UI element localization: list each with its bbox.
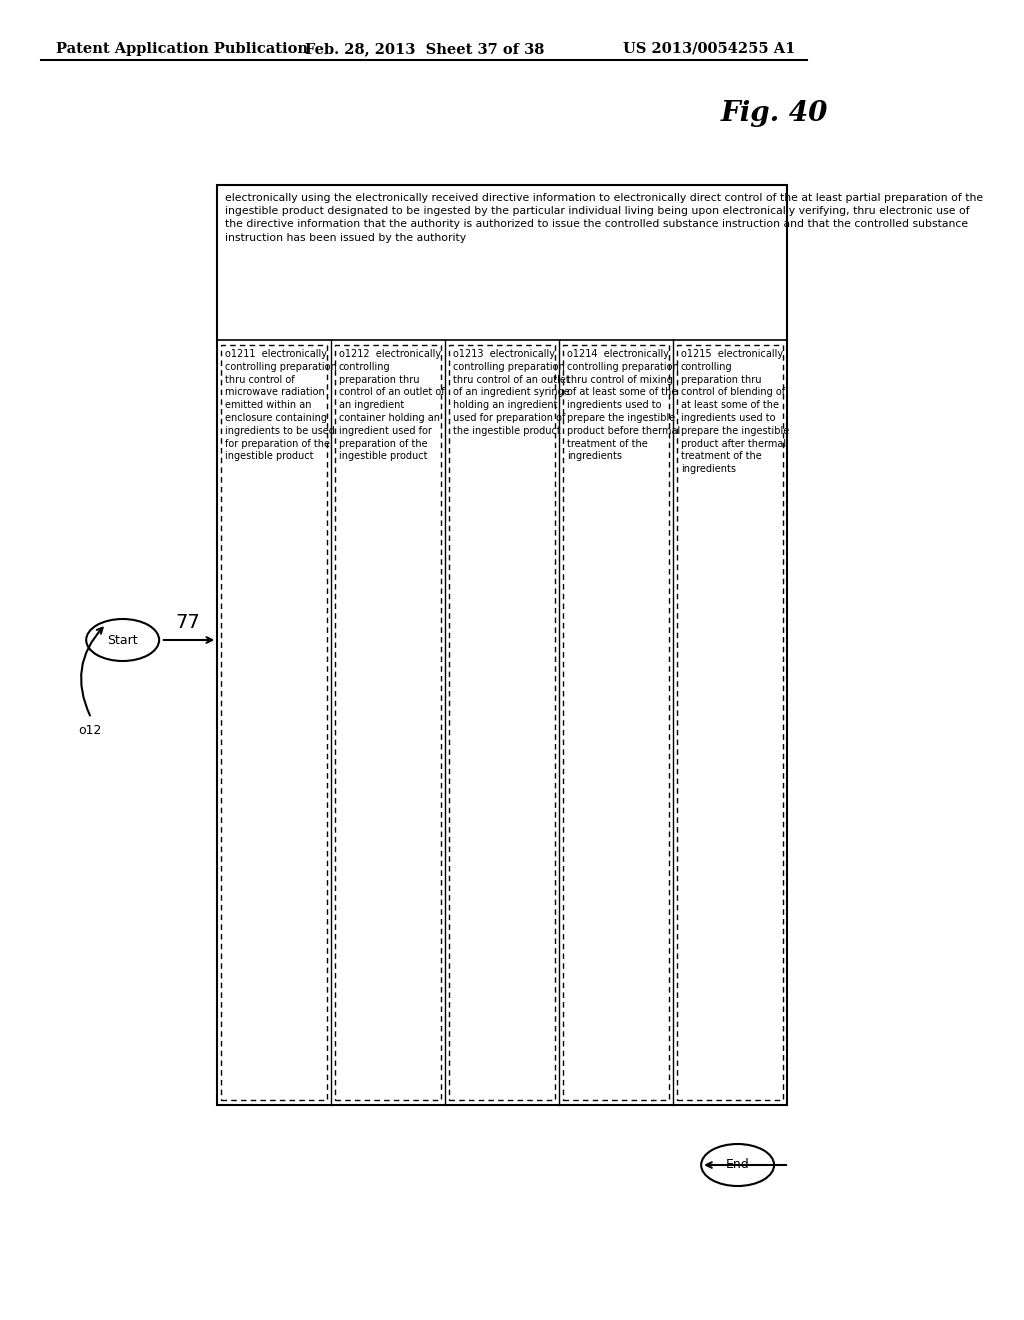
Ellipse shape xyxy=(701,1144,774,1185)
Text: o1214  electronically
controlling preparation
thru control of mixing
of at least: o1214 electronically controlling prepara… xyxy=(566,348,680,462)
Text: o1212  electronically
controlling
preparation thru
control of an outlet of
an in: o1212 electronically controlling prepara… xyxy=(339,348,444,462)
Bar xyxy=(217,185,787,1105)
Text: Patent Application Publication: Patent Application Publication xyxy=(56,42,308,55)
Text: Fig. 40: Fig. 40 xyxy=(721,100,828,127)
Ellipse shape xyxy=(86,619,159,661)
Bar xyxy=(563,345,669,1100)
Text: 77: 77 xyxy=(176,612,201,632)
Text: electronically using the electronically received directive information to electr: electronically using the electronically … xyxy=(225,193,984,243)
Text: Feb. 28, 2013  Sheet 37 of 38: Feb. 28, 2013 Sheet 37 of 38 xyxy=(305,42,544,55)
Text: o1211  electronically
controlling preparation
thru control of
microwave radiatio: o1211 electronically controlling prepara… xyxy=(224,348,336,462)
Bar xyxy=(678,345,783,1100)
Text: o12: o12 xyxy=(79,723,102,737)
Text: Start: Start xyxy=(108,634,138,647)
Text: US 2013/0054255 A1: US 2013/0054255 A1 xyxy=(624,42,796,55)
Text: o1215  electronically
controlling
preparation thru
control of blending of
at lea: o1215 electronically controlling prepara… xyxy=(681,348,790,474)
Bar xyxy=(221,345,327,1100)
Text: End: End xyxy=(726,1159,750,1172)
Bar xyxy=(335,345,441,1100)
Bar xyxy=(450,345,555,1100)
Text: o1213  electronically
controlling preparation
thru control of an outlet
of an in: o1213 electronically controlling prepara… xyxy=(453,348,569,436)
